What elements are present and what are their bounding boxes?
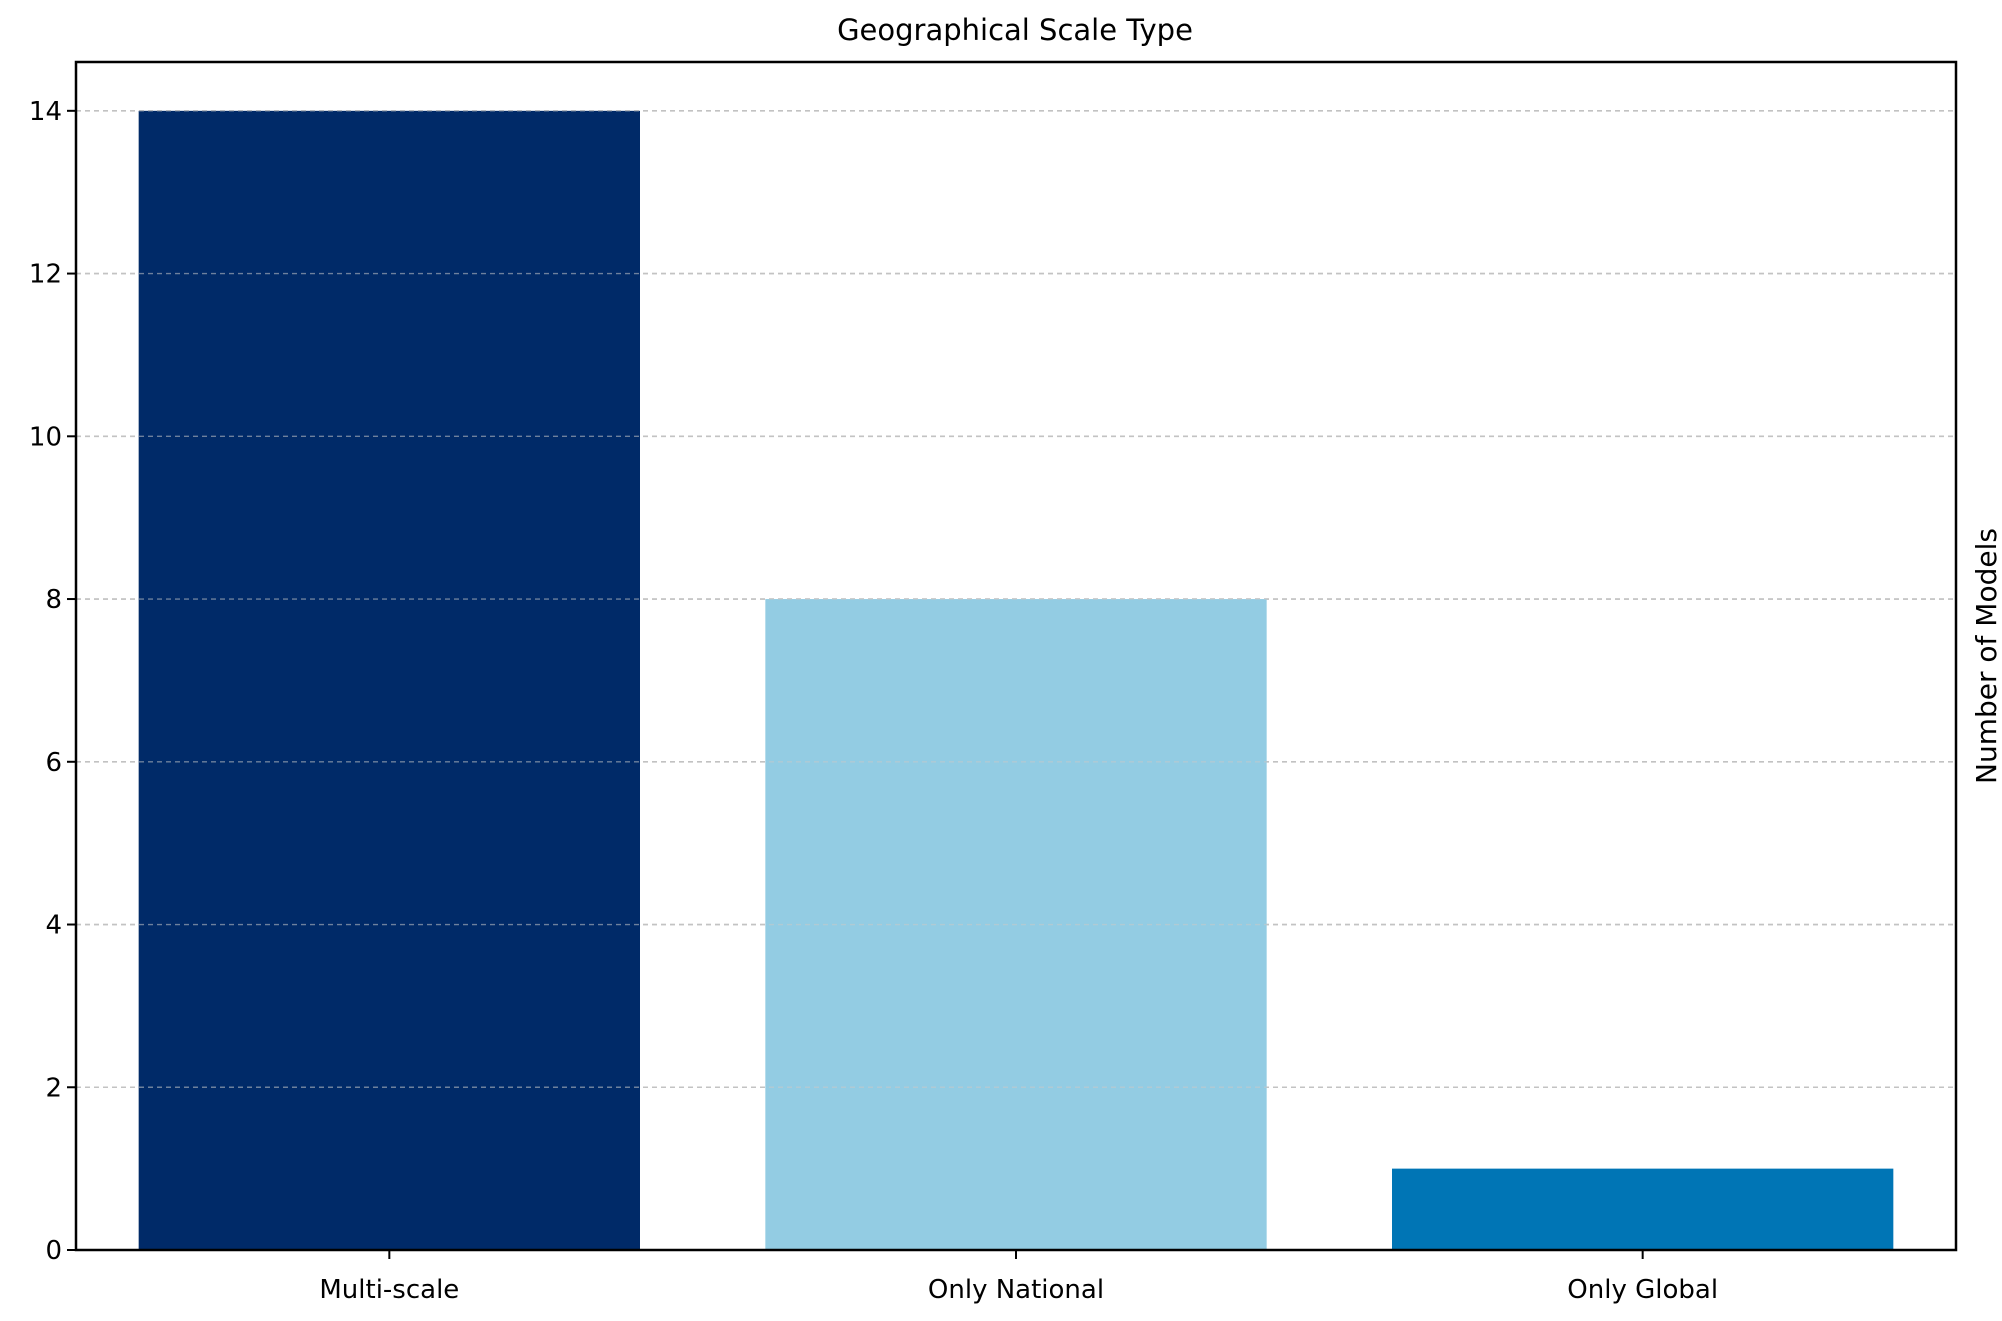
y-tick-label: 6 <box>45 748 62 778</box>
y-tick-label: 12 <box>29 260 62 290</box>
y-axis-ticks: 0 2 4 6 8 10 12 14 <box>29 97 76 1266</box>
x-tick-label: Multi-scale <box>319 1275 459 1305</box>
x-tick-label: Only National <box>928 1275 1104 1305</box>
x-axis-ticks: Multi-scale Only National Only Global <box>319 1250 1718 1305</box>
y-tick-label: 8 <box>45 585 62 615</box>
chart-title: Geographical Scale Type <box>837 13 1193 47</box>
y-tick-label: 4 <box>45 911 62 941</box>
y-tick-label: 0 <box>45 1236 62 1266</box>
bar <box>1392 1168 1894 1250</box>
y-tick-label: 2 <box>45 1073 62 1103</box>
bars <box>76 110 1956 1251</box>
x-tick-label: Only Global <box>1567 1275 1718 1305</box>
bar <box>138 110 640 1251</box>
y-tick-label: 10 <box>29 422 62 452</box>
y-tick-label: 14 <box>29 97 62 127</box>
y-axis-label: Number of Models <box>1970 528 2002 784</box>
